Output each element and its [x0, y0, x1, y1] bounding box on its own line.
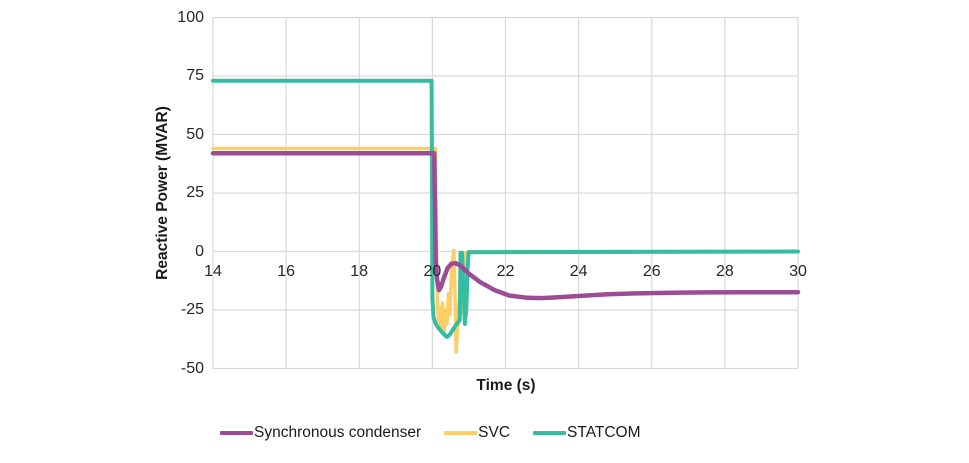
gridlines: [212, 16, 799, 370]
x-tick-label: 30: [789, 263, 807, 280]
y-tick-label: 0: [195, 242, 204, 260]
x-tick-label: 22: [496, 263, 515, 280]
y-tick-label: 50: [186, 125, 204, 143]
x-tick-label: 24: [569, 263, 588, 280]
legend-item-statcom: STATCOM: [533, 424, 641, 442]
x-tick-label: 16: [277, 263, 295, 280]
x-axis-title: Time (s): [476, 377, 536, 394]
legend-line-swatch: [533, 431, 567, 435]
y-tick-label: 100: [177, 8, 204, 26]
chart-legend: Synchronous condenser SVC STATCOM: [220, 424, 641, 442]
series-line-synchronous-condenser: [210, 150, 801, 301]
x-tick-label: 28: [715, 263, 734, 280]
x-tick-label: 18: [350, 263, 369, 280]
y-tick-label: -25: [180, 301, 204, 318]
legend-line-swatch: [444, 431, 478, 435]
y-tick-label: 75: [186, 67, 204, 84]
legend-item-svc: SVC: [444, 424, 510, 442]
x-tick-label: 26: [642, 263, 661, 280]
series-line-statcom: [211, 78, 800, 339]
x-tick-label: 20: [423, 263, 442, 280]
legend-item-synchronous-condenser: Synchronous condenser: [220, 424, 421, 442]
series-lines: [210, 78, 801, 354]
y-tick-label: -50: [180, 359, 204, 377]
legend-label: Synchronous condenser: [254, 424, 422, 441]
legend-line-swatch: [220, 431, 253, 435]
legend-label: STATCOM: [567, 424, 641, 441]
y-tick-label: 25: [186, 184, 204, 201]
legend-label: SVC: [478, 424, 511, 441]
x-tick-label: 14: [204, 263, 222, 280]
y-axis-title: Reactive Power (MVAR): [154, 106, 171, 280]
